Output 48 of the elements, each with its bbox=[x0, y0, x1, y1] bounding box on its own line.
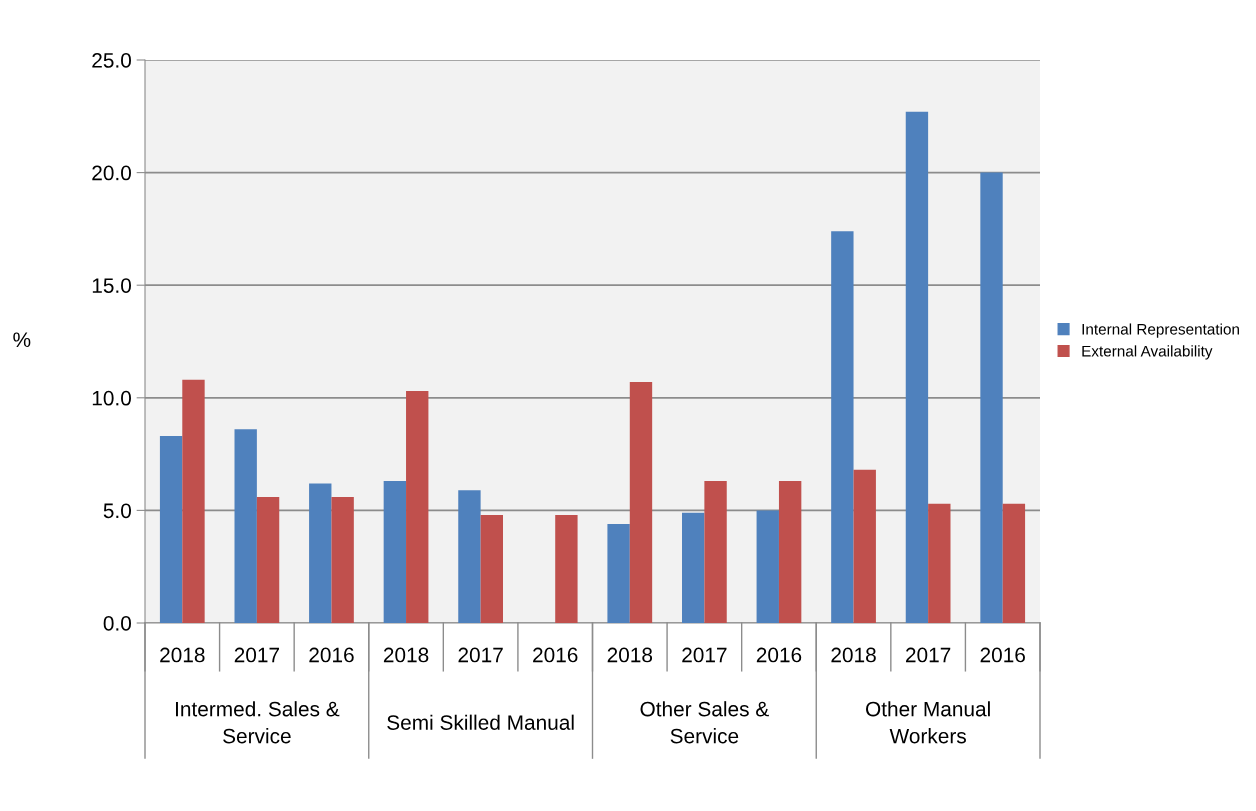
bar bbox=[905, 111, 929, 623]
y-tick-label: 15.0 bbox=[92, 278, 131, 293]
bar bbox=[480, 514, 503, 623]
x-tick-label: 2016 bbox=[309, 647, 354, 663]
bar bbox=[607, 523, 630, 623]
y-tick-label: 0.0 bbox=[103, 616, 131, 631]
bar bbox=[555, 514, 578, 623]
bar bbox=[682, 512, 705, 623]
x-tick-label: 2018 bbox=[383, 647, 429, 663]
legend-label: External Availability bbox=[1082, 345, 1213, 360]
x-tick-label: 2016 bbox=[980, 647, 1025, 663]
bar bbox=[234, 429, 257, 623]
bar bbox=[159, 436, 183, 623]
x-tick-label: 2018 bbox=[831, 647, 876, 663]
x-tick-label: 2017 bbox=[906, 647, 951, 663]
text: Other Manual Workers bbox=[866, 701, 990, 744]
bar bbox=[778, 481, 802, 623]
bar bbox=[256, 496, 280, 623]
bar bbox=[831, 231, 854, 623]
bar bbox=[704, 481, 727, 623]
x-tick-label: 2017 bbox=[458, 647, 503, 663]
x-tick-label: 2016 bbox=[756, 647, 802, 663]
bar bbox=[309, 483, 332, 623]
bar bbox=[756, 510, 779, 623]
y-tick-label: 25.0 bbox=[92, 53, 131, 68]
bar bbox=[1002, 503, 1026, 623]
y-tick-label: 10.0 bbox=[92, 390, 131, 406]
bar bbox=[383, 481, 407, 623]
text: Semi Skilled Manual bbox=[387, 714, 574, 730]
y-tick-label: 5.0 bbox=[103, 503, 131, 519]
x-tick-label: 2017 bbox=[234, 647, 279, 663]
x-tick-label: 2017 bbox=[682, 647, 727, 663]
legend-label: Internal Representation bbox=[1082, 323, 1239, 338]
bar bbox=[458, 490, 481, 623]
x-tick-label: 2018 bbox=[160, 647, 205, 663]
bar bbox=[629, 382, 653, 623]
y-tick-label: 20.0 bbox=[92, 165, 131, 181]
text: Other Sales & Service bbox=[640, 701, 769, 744]
x-tick-label: 2016 bbox=[533, 647, 578, 663]
bar bbox=[980, 172, 1003, 623]
text: Intermed. Sales & Service bbox=[176, 701, 340, 744]
bar bbox=[853, 469, 876, 623]
bar bbox=[928, 503, 951, 623]
bar bbox=[406, 391, 429, 623]
x-tick-label: 2018 bbox=[607, 647, 653, 663]
y-axis-title: % bbox=[13, 332, 31, 348]
bar bbox=[331, 496, 354, 623]
bar bbox=[182, 379, 205, 623]
